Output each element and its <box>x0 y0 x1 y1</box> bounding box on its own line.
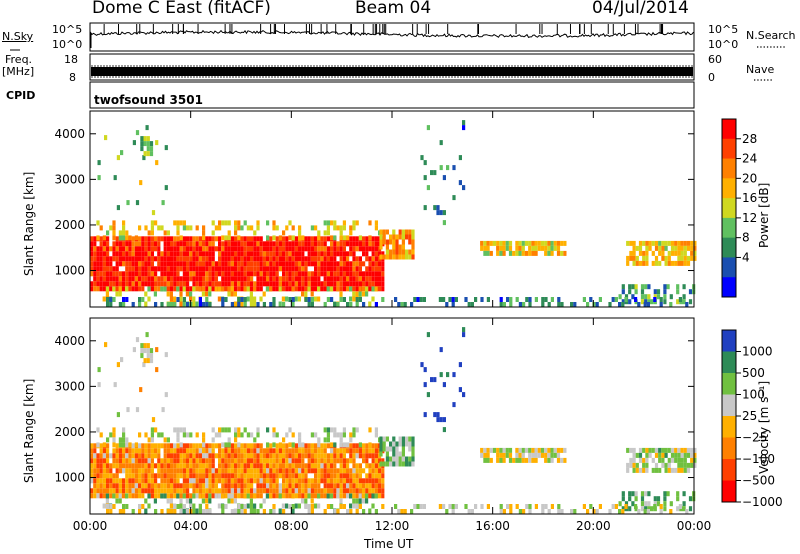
power-colorbar: 28 24 20 16 12 8 4 <box>721 118 757 298</box>
colorbar-tick-label: 100 <box>742 388 765 402</box>
colorbar-tick-label: 500 <box>742 366 765 380</box>
freq-trace <box>91 65 693 78</box>
x-tick-label: 00:00 <box>73 519 108 533</box>
nave-label: Nave <box>746 63 775 76</box>
cpid-label: CPID <box>6 89 36 102</box>
y-tick-label: 1000 <box>54 471 85 485</box>
power-heatmap <box>90 120 697 307</box>
y-tick-label: 3000 <box>54 379 85 393</box>
beam-label: Beam 04 <box>355 0 432 18</box>
x-tick-label: 16:00 <box>475 519 510 533</box>
y-tick-label: 4000 <box>54 334 85 348</box>
colorbar-tick-label: −100 <box>742 452 775 466</box>
nsearch-tick-top: 10^5 <box>708 23 739 36</box>
y-tick-label: 2000 <box>54 218 85 232</box>
x-axis-label: Time UT <box>364 537 414 551</box>
colorbar-tick-label: 28 <box>742 132 757 146</box>
nsky-label: N.Sky <box>2 30 34 43</box>
y-tick-label: 4000 <box>54 127 85 141</box>
colorbar-tick-label: 20 <box>742 171 757 185</box>
colorbar-tick-label: 1000 <box>742 345 773 359</box>
colorbar-tick-label: 25 <box>742 409 757 423</box>
colorbar-tick-label: 4 <box>742 250 750 264</box>
colorbar-tick-label: 8 <box>742 231 750 245</box>
freq-panel-frame <box>89 53 695 81</box>
nave-tick-bottom: 0 <box>708 71 715 84</box>
velocity-cbar-label: Velocity [m s⁻¹] <box>757 380 771 474</box>
power-cbar-label: Power [dB] <box>757 182 771 248</box>
velocity-heatmap <box>90 327 697 514</box>
freq-tick-bottom: 8 <box>69 71 76 84</box>
freq-label: Freq. <box>5 53 33 66</box>
nave-tick-top: 60 <box>708 53 722 66</box>
power-axes: 1000 2000 3000 4000 <box>54 111 695 307</box>
date-label: 04/Jul/2014 <box>592 0 689 18</box>
nsky-trace <box>90 24 694 48</box>
cpid-value: twofsound 3501 <box>94 93 203 107</box>
y-tick-label: 3000 <box>54 172 85 186</box>
nsky-panel-frame <box>89 22 695 52</box>
plot-title: Dome C East (fitACF) <box>92 0 271 18</box>
x-tick-label: 04:00 <box>173 519 208 533</box>
velocity-ylabel: Slant Range [km] <box>22 378 36 483</box>
freq-unit: [MHz] <box>2 65 35 78</box>
colorbar-tick-label: 12 <box>742 211 757 225</box>
x-tick-label: 08:00 <box>274 519 309 533</box>
y-tick-label: 2000 <box>54 425 85 439</box>
colorbar-tick-label: 16 <box>742 191 757 205</box>
power-ylabel: Slant Range [km] <box>22 171 36 276</box>
nsearch-label: N.Search <box>746 29 796 42</box>
colorbar-tick-label: −25 <box>742 431 767 445</box>
freq-tick-top: 18 <box>64 53 78 66</box>
y-tick-label: 1000 <box>54 264 85 278</box>
cpid-panel-frame <box>89 81 695 109</box>
velocity-colorbar: 1000 500 100 25 −25 −100 −500 −1000 <box>721 329 783 509</box>
nsky-tick-top: 10^5 <box>52 23 83 36</box>
nsky-tick-bottom: 10^0 <box>52 38 83 51</box>
x-tick-label: 20:00 <box>576 519 611 533</box>
velocity-axes: 1000 2000 3000 4000 00:00 04:00 08:00 12:00 16:0… <box>54 318 711 533</box>
colorbar-tick-label: −1000 <box>742 495 783 509</box>
nsearch-tick-bottom: 10^0 <box>708 38 739 51</box>
colorbar-tick-label: −500 <box>742 474 775 488</box>
x-tick-label: 12:00 <box>375 519 410 533</box>
x-tick-label: 00:00 <box>677 519 712 533</box>
colorbar-tick-label: 24 <box>742 152 757 166</box>
